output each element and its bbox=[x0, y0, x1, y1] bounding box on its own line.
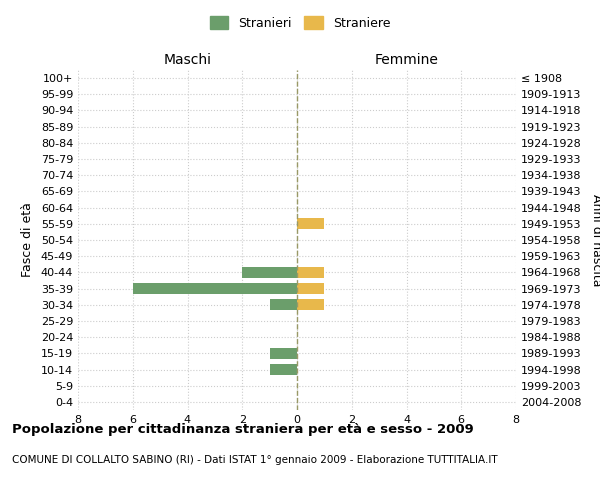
Bar bbox=[297, 283, 325, 294]
Text: Femmine: Femmine bbox=[374, 53, 439, 67]
Text: Popolazione per cittadinanza straniera per età e sesso - 2009: Popolazione per cittadinanza straniera p… bbox=[12, 422, 474, 436]
Bar bbox=[242, 266, 297, 278]
Text: COMUNE DI COLLALTO SABINO (RI) - Dati ISTAT 1° gennaio 2009 - Elaborazione TUTTI: COMUNE DI COLLALTO SABINO (RI) - Dati IS… bbox=[12, 455, 497, 465]
Bar bbox=[297, 218, 325, 230]
Bar bbox=[133, 283, 297, 294]
Bar bbox=[269, 299, 297, 310]
Legend: Stranieri, Straniere: Stranieri, Straniere bbox=[205, 11, 395, 35]
Bar bbox=[269, 348, 297, 359]
Bar bbox=[297, 299, 325, 310]
Bar bbox=[269, 364, 297, 375]
Bar bbox=[297, 266, 325, 278]
Text: Maschi: Maschi bbox=[164, 53, 212, 67]
Y-axis label: Anni di nascita: Anni di nascita bbox=[590, 194, 600, 286]
Y-axis label: Fasce di età: Fasce di età bbox=[21, 202, 34, 278]
